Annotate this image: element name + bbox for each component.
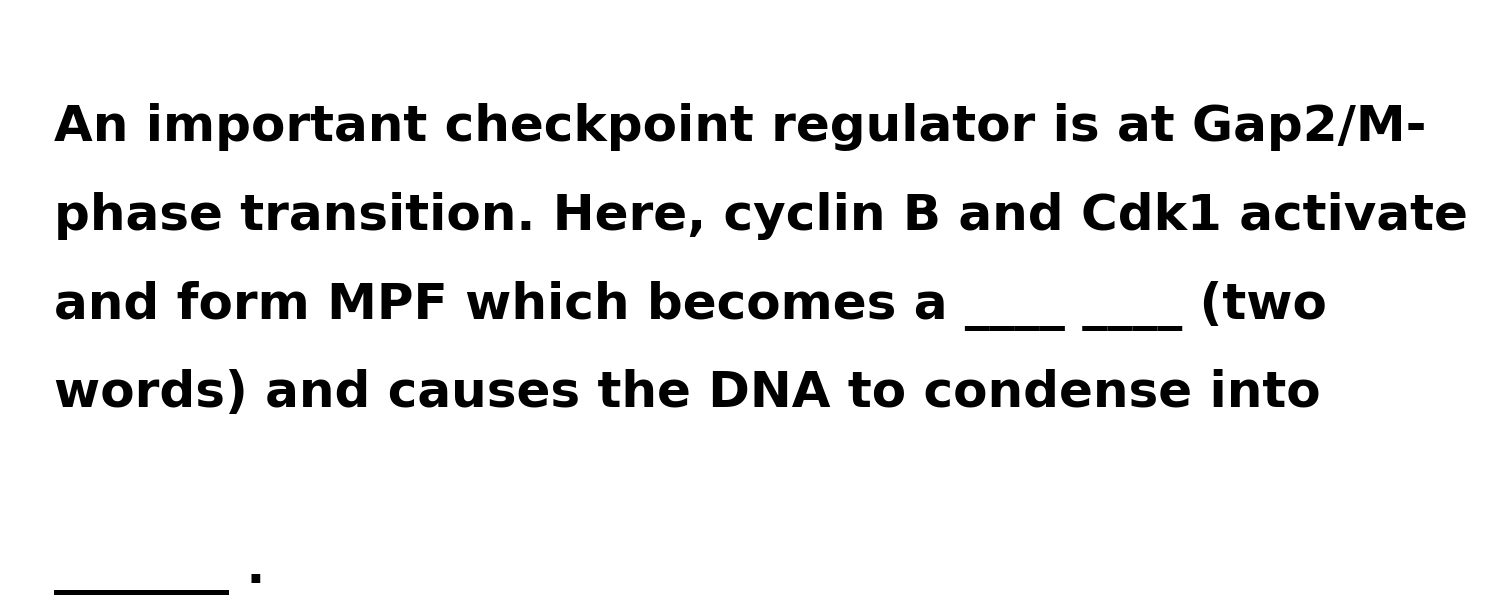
Text: words) and causes the DNA to condense into: words) and causes the DNA to condense in…: [54, 370, 1320, 418]
Text: An important checkpoint regulator is at Gap2/M-: An important checkpoint regulator is at …: [54, 103, 1426, 151]
Text: phase transition. Here, cyclin B and Cdk1 activate: phase transition. Here, cyclin B and Cdk…: [54, 192, 1467, 240]
Text: _______ .: _______ .: [54, 547, 265, 595]
Text: and form MPF which becomes a ____ ____ (two: and form MPF which becomes a ____ ____ (…: [54, 281, 1326, 331]
